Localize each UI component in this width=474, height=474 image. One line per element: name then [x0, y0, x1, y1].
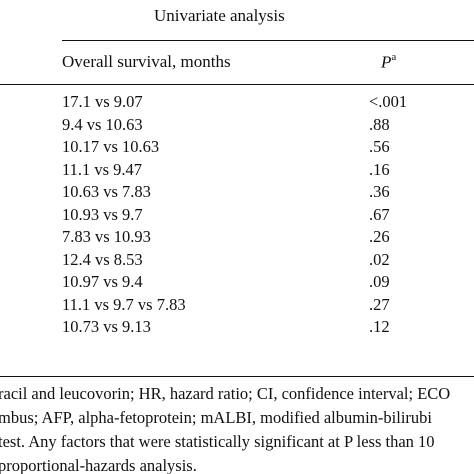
survival-cell: 10.73 vs 9.13	[62, 317, 151, 336]
p-value-cell: .09	[369, 272, 390, 291]
table-row: 10.73 vs 9.13 .12	[0, 317, 474, 340]
footnote-line: racil and leucovorin; HR, hazard ratio; …	[0, 384, 451, 403]
univariate-analysis-header: Univariate analysis	[154, 6, 285, 25]
survival-cell: 11.1 vs 9.47	[62, 159, 143, 179]
footnote-line: mbus; AFP, alpha-fetoprotein; mALBI, mod…	[0, 408, 432, 427]
footnote-line: test. Any factors that were statisticall…	[0, 432, 435, 451]
table-row: 7.83 vs 10.93 .26	[0, 227, 474, 250]
p-value-cell: .27	[369, 294, 390, 314]
table-row: 10.63 vs 7.83 .36	[0, 182, 474, 205]
p-value-cell: <.001	[369, 92, 408, 111]
overall-survival-column-header: Overall survival, months	[62, 52, 231, 71]
table-row: 11.1 vs 9.7 vs 7.83 .27	[0, 295, 474, 318]
column-header-rule	[0, 84, 474, 85]
p-value-cell: .67	[369, 204, 390, 224]
table-row: 9.4 vs 10.63 .88	[0, 115, 474, 138]
p-value-cell: .88	[369, 114, 390, 134]
p-value-cell: .16	[369, 159, 390, 179]
footnote-line: proportional-hazards analysis.	[0, 456, 197, 474]
group-header-rule	[62, 40, 474, 41]
p-value-cell: .26	[369, 227, 390, 246]
table-row: 10.17 vs 10.63 .56	[0, 137, 474, 160]
p-value-superscript: a	[391, 51, 397, 63]
survival-cell: 12.4 vs 8.53	[62, 249, 143, 269]
survival-cell: 10.63 vs 7.83	[62, 182, 151, 201]
survival-cell: 11.1 vs 9.7 vs 7.83	[62, 294, 186, 314]
survival-cell: 7.83 vs 10.93	[62, 227, 151, 246]
survival-cell: 10.93 vs 9.7	[62, 204, 143, 224]
p-value-cell: .36	[369, 182, 390, 201]
survival-cell: 9.4 vs 10.63	[62, 114, 143, 134]
table-row: 10.93 vs 9.7 .67	[0, 205, 474, 228]
survival-cell: 10.97 vs 9.4	[62, 272, 143, 291]
p-value-column-header: Pa	[381, 51, 397, 73]
p-value-cell: .02	[369, 249, 390, 269]
table-body: 17.1 vs 9.07 <.001 9.4 vs 10.63 .88 10.17 …	[0, 92, 474, 340]
table-row: 17.1 vs 9.07 <.001	[0, 92, 474, 115]
p-value-cell: .56	[369, 137, 390, 156]
p-value-cell: .12	[369, 317, 390, 336]
p-value-label: P	[381, 52, 392, 72]
table-row: 10.97 vs 9.4 .09	[0, 272, 474, 295]
table-bottom-rule	[0, 376, 474, 377]
survival-cell: 17.1 vs 9.07	[62, 92, 143, 111]
survival-cell: 10.17 vs 10.63	[62, 137, 160, 156]
table-row: 11.1 vs 9.47 .16	[0, 160, 474, 183]
table-row: 12.4 vs 8.53 .02	[0, 250, 474, 273]
